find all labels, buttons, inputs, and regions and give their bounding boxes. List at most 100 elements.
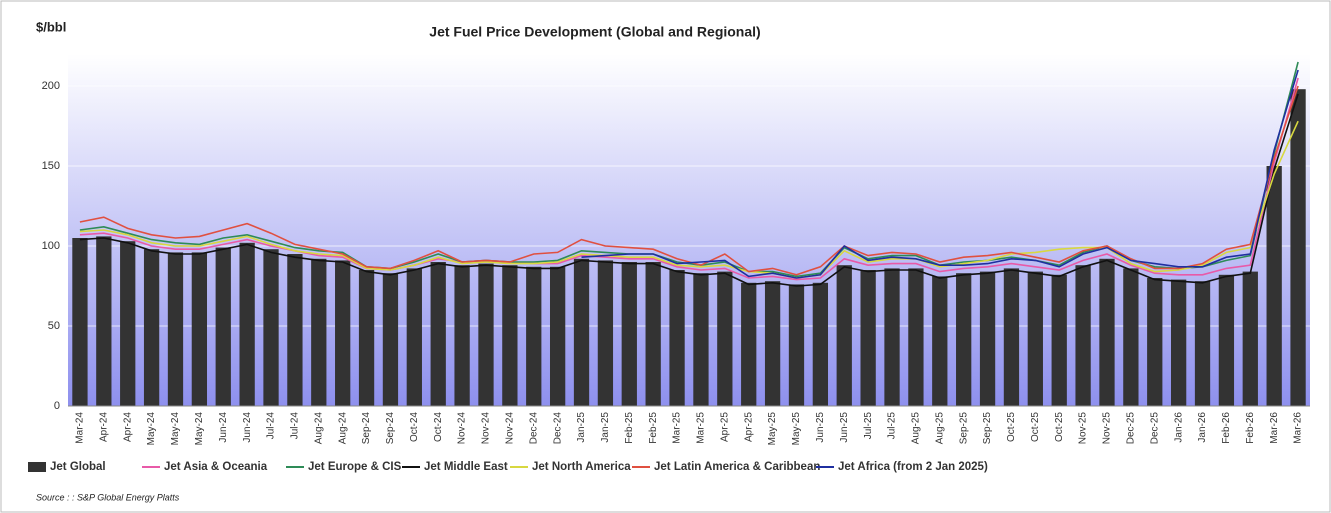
- x-tick-label: May-25: [767, 412, 778, 446]
- x-tick-label: Jun-25: [839, 412, 850, 443]
- x-tick-label: Apr-24: [98, 412, 109, 442]
- bar: [1075, 265, 1091, 406]
- bar: [1242, 271, 1258, 406]
- x-tick-label: Oct-25: [1006, 412, 1017, 442]
- bar: [1266, 166, 1282, 406]
- line: [79, 93, 1299, 287]
- bar: [1123, 268, 1139, 406]
- bar: [215, 247, 231, 406]
- x-tick-label: Aug-25: [911, 412, 922, 445]
- x-tick-label: Jul-24: [290, 412, 301, 440]
- legend-label: Jet Global: [50, 461, 106, 473]
- legend-swatch: [28, 462, 46, 472]
- bar: [741, 282, 757, 406]
- x-tick-label: Jul-24: [266, 412, 277, 440]
- bar: [764, 281, 781, 406]
- x-tick-label: May-24: [146, 412, 157, 446]
- bar: [287, 254, 303, 406]
- x-tick-label: Dec-24: [552, 412, 563, 445]
- x-tick-label: Sep-25: [982, 412, 993, 445]
- bar: [597, 260, 614, 406]
- bar: [239, 242, 255, 406]
- bar: [1170, 279, 1187, 406]
- x-tick-label: Jan-25: [576, 412, 587, 443]
- legend-label: Jet Europe & CIS: [308, 461, 402, 473]
- bar: [1003, 268, 1020, 406]
- bar: [120, 241, 136, 406]
- x-tick-label: Mar-25: [672, 412, 683, 444]
- bar: [502, 265, 518, 406]
- legend-label: Jet North America: [532, 461, 631, 473]
- bar: [191, 252, 208, 406]
- line: [581, 69, 1299, 279]
- x-tick-label: May-25: [791, 412, 802, 446]
- legend-label: Jet Africa (from 2 Jan 2025): [838, 461, 988, 473]
- bar: [1099, 258, 1115, 406]
- bar: [1027, 271, 1043, 406]
- bar: [1290, 89, 1306, 406]
- bar: [812, 282, 829, 406]
- x-tick-label: Jun-24: [242, 412, 253, 443]
- bar: [430, 262, 446, 406]
- bar: [979, 271, 996, 406]
- x-tick-label: Sep-24: [385, 412, 396, 445]
- chart-title: Jet Fuel Price Development (Global and R…: [429, 24, 760, 40]
- bar: [860, 270, 876, 406]
- bar: [645, 262, 661, 406]
- x-tick-label: Jun-24: [218, 412, 229, 443]
- x-tick-label: Nov-25: [1102, 412, 1113, 445]
- x-tick-label: May-24: [170, 412, 181, 446]
- bar: [382, 273, 399, 406]
- x-tick-label: Dec-25: [1149, 412, 1160, 445]
- bar: [573, 258, 590, 406]
- x-tick-label: Oct-24: [433, 412, 444, 442]
- y-tick-label: 150: [42, 160, 60, 172]
- bar: [263, 249, 279, 406]
- x-tick-label: Aug-24: [313, 412, 324, 445]
- bar: [96, 236, 112, 406]
- x-tick-label: Nov-24: [505, 412, 516, 445]
- x-tick-label: Sep-25: [958, 412, 969, 445]
- bar: [956, 273, 972, 406]
- bar: [478, 263, 494, 406]
- x-tick-label: Aug-25: [934, 412, 945, 445]
- bar: [621, 262, 637, 406]
- x-tick-label: May-24: [194, 412, 205, 446]
- bar: [1147, 278, 1163, 406]
- bar: [311, 258, 327, 406]
- x-tick-label: Oct-25: [1030, 412, 1041, 442]
- bar: [1218, 274, 1235, 406]
- x-tick-label: Nov-24: [481, 412, 492, 445]
- x-tick-label: Apr-25: [743, 412, 754, 442]
- y-tick-label: 100: [42, 240, 60, 252]
- x-tick-label: Dec-24: [528, 412, 539, 445]
- legend-label: Jet Middle East: [424, 461, 508, 473]
- x-tick-label: Oct-24: [409, 412, 420, 442]
- bar: [526, 266, 542, 406]
- x-tick-label: Dec-25: [1126, 412, 1137, 445]
- bar: [932, 276, 948, 406]
- x-tick-label: Feb-26: [1221, 412, 1232, 444]
- bar: [884, 268, 900, 406]
- bar: [669, 270, 685, 406]
- y-axis-label: $/bbl: [36, 19, 66, 34]
- bar: [167, 252, 184, 406]
- y-tick-label: 50: [48, 320, 60, 332]
- x-tick-label: Mar-24: [75, 412, 86, 444]
- x-tick-label: Jul-25: [887, 412, 898, 440]
- x-tick-label: Nov-24: [457, 412, 468, 445]
- y-tick-label: 200: [42, 80, 60, 92]
- bar: [693, 273, 709, 406]
- bar: [72, 238, 88, 406]
- x-tick-label: Jan-25: [600, 412, 611, 443]
- y-tick-label: 0: [54, 400, 60, 412]
- bar: [358, 270, 375, 406]
- x-tick-label: Apr-25: [719, 412, 730, 442]
- x-tick-label: Feb-25: [624, 412, 635, 444]
- bar: [454, 265, 470, 406]
- x-tick-label: Jun-25: [815, 412, 826, 443]
- bar: [335, 260, 351, 406]
- bar: [1051, 274, 1067, 406]
- x-tick-label: Mar-26: [1269, 412, 1280, 444]
